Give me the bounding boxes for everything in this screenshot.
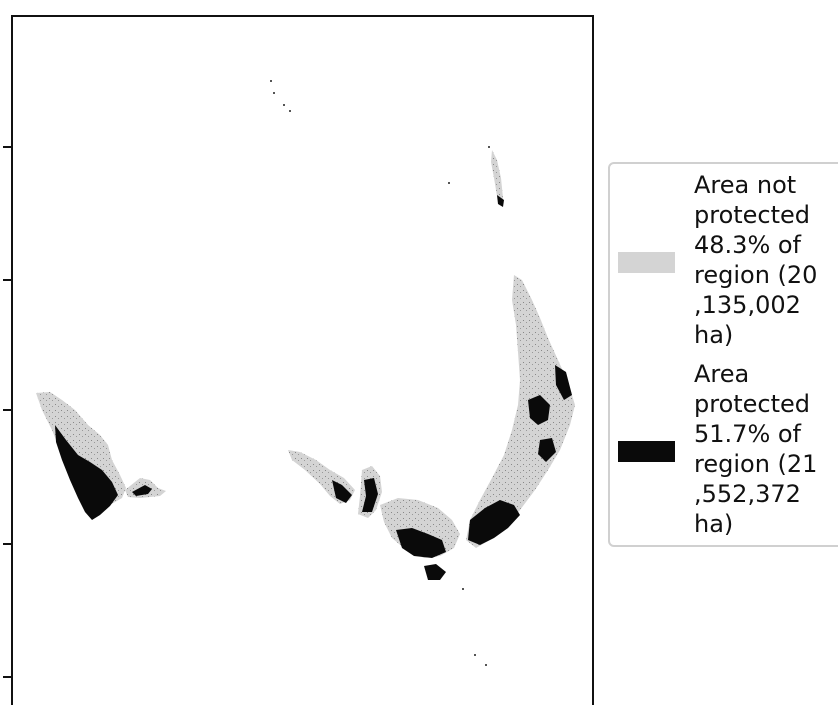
protected-area bbox=[396, 528, 446, 558]
map-plot-area bbox=[11, 15, 594, 705]
south-region bbox=[288, 450, 460, 580]
legend-label-protected: Area protected 51.7% of region (21 ,552,… bbox=[694, 360, 818, 538]
east-region bbox=[466, 150, 575, 548]
not-protected-area bbox=[491, 150, 503, 206]
west-region bbox=[36, 392, 166, 520]
protected-area bbox=[55, 425, 118, 520]
legend-swatch-protected bbox=[618, 441, 675, 462]
protected-area bbox=[555, 365, 572, 400]
legend-swatch-not-protected bbox=[618, 252, 675, 273]
protected-area bbox=[132, 485, 152, 496]
y-axis-tick bbox=[3, 279, 11, 281]
protected-area bbox=[497, 195, 504, 207]
y-axis-tick bbox=[3, 543, 11, 545]
protected-area bbox=[538, 438, 556, 462]
y-axis-tick bbox=[3, 676, 11, 678]
protected-area bbox=[528, 395, 550, 425]
not-protected-area bbox=[466, 275, 575, 548]
legend: Area not protected 48.3% of region (20 ,… bbox=[608, 162, 838, 547]
protected-area bbox=[332, 480, 352, 503]
legend-label-not-protected: Area not protected 48.3% of region (20 ,… bbox=[694, 171, 818, 349]
y-axis-tick bbox=[3, 409, 11, 411]
protected-area bbox=[468, 500, 520, 545]
scattered-specks bbox=[270, 80, 490, 666]
protected-area bbox=[362, 478, 378, 512]
protected-area bbox=[424, 564, 446, 580]
y-axis-tick bbox=[3, 146, 11, 148]
